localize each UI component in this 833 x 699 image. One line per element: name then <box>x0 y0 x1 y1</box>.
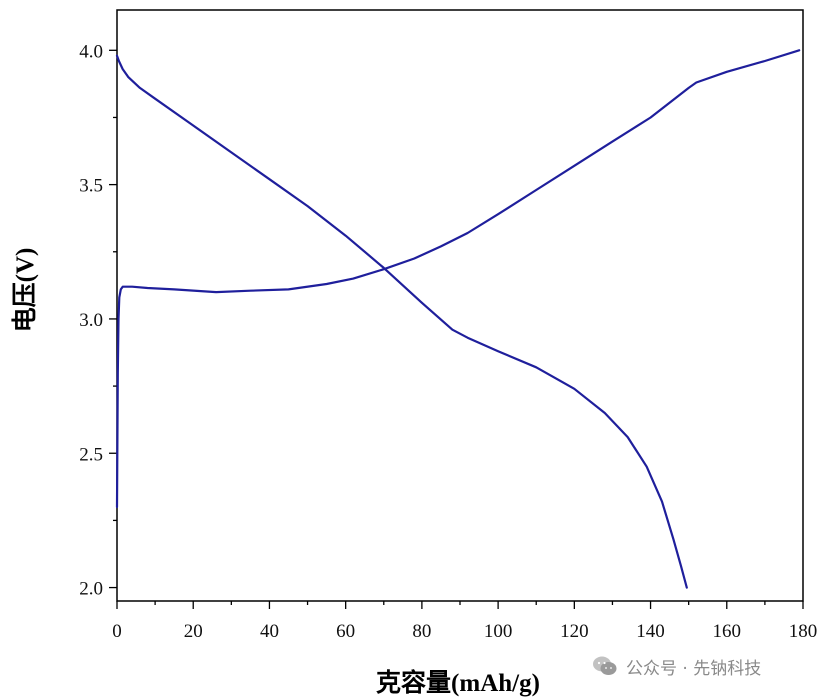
y-tick-label: 3.5 <box>79 176 103 197</box>
watermark: 公众号 · 先钠科技 <box>592 652 761 680</box>
y-tick-label: 3.0 <box>79 310 103 331</box>
y-tick-label: 4.0 <box>79 41 103 62</box>
axis-ticks: 0 20 40 60 80 100 120 140 160 180 2.0 2.5 3.0 3.5 4.0 <box>79 41 817 642</box>
watermark-text: 公众号 · 先钠科技 <box>626 658 762 679</box>
x-tick-label: 160 <box>713 621 742 642</box>
discharge-curve <box>115 54 688 589</box>
plot-frame <box>116 9 804 602</box>
y-tick-label: 2.5 <box>79 444 103 465</box>
x-tick-label: 140 <box>636 621 665 642</box>
x-tick-label: 80 <box>412 621 431 642</box>
y-axis-title: 电压(V) <box>11 248 39 333</box>
series-lines <box>115 49 801 589</box>
x-tick-label: 0 <box>112 621 122 642</box>
x-tick-label: 120 <box>560 621 589 642</box>
x-axis-title: 克容量(mAh/g) <box>376 668 540 697</box>
y-tick-label: 2.0 <box>79 579 103 600</box>
x-tick-label: 180 <box>789 621 818 642</box>
wechat-icon <box>592 655 618 677</box>
charge-curve <box>115 49 801 509</box>
x-tick-label: 60 <box>336 621 355 642</box>
x-tick-label: 40 <box>260 621 279 642</box>
x-tick-label: 100 <box>484 621 513 642</box>
x-tick-label: 20 <box>184 621 203 642</box>
